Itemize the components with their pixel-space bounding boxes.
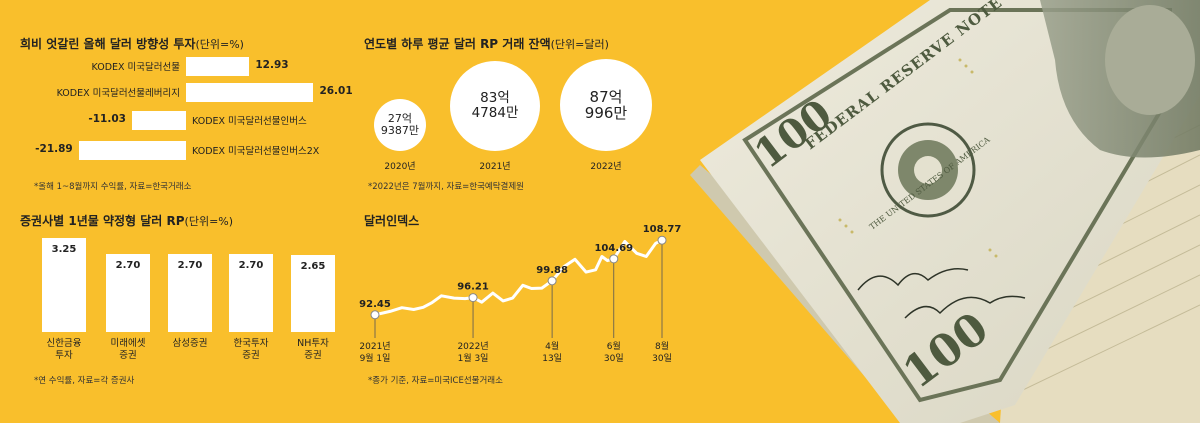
bubble-value-2: 83억 4784만 (471, 90, 519, 121)
vbar-label-5: NH투자 증권 (297, 338, 329, 361)
panel4-title-text: 달러인덱스 (364, 214, 420, 228)
seal-center (914, 156, 942, 184)
panel4-note: *종가 기준, 자료=미국ICE선물거래소 (368, 376, 503, 386)
point-date-3-1: 4월 (545, 340, 559, 352)
rp-rate-bar-chart: 3.25 신한금융 투자 2.70 미래에셋 증권 2.70 삼성증권 2.70 한국투자 증권 2.… (0, 0, 350, 423)
panel4-title: 달러인덱스 (364, 212, 419, 229)
vbar-label-4: 한국투자 증권 (233, 338, 269, 361)
point-date-2-1: 2022년 (457, 341, 488, 352)
panel3-title: 증권사별 1년물 약정형 달러 RP(단위=%) (20, 212, 233, 229)
point-date-5-2: 30일 (652, 353, 672, 364)
banknote-100-top: 100 (746, 90, 841, 178)
bar-value-3: -11.03 (88, 113, 126, 125)
vbar-value-3: 2.70 (177, 259, 203, 271)
bar-3 (131, 110, 186, 130)
bubble-3: 87억 996만 (560, 59, 652, 151)
bar-4 (78, 140, 186, 160)
rp-balance-bubble-chart: 27억 9387만 2020년 83억 4784만 2021년 87억 996만 2022년 (0, 0, 700, 200)
panel1-unit: (단위=%) (195, 38, 244, 51)
banknote-border (742, 8, 1172, 403)
vbar-label-1: 신한금융 투자 (46, 338, 82, 361)
federal-reserve-seal (880, 122, 976, 218)
point-date-1-2: 9월 1일 (360, 352, 391, 364)
portrait-area (1040, 0, 1200, 158)
point-marker-3 (547, 276, 557, 286)
point-date-1-1: 2021년 (359, 341, 390, 352)
panel1-title: 희비 엇갈린 올해 달러 방향성 투자(단위=%) (20, 35, 244, 52)
banknote-stack-lines (1001, 124, 1200, 401)
panel3-unit: (단위=%) (184, 215, 234, 228)
vbar-value-1: 3.25 (51, 243, 77, 255)
bar-label-2: KODEX 미국달러선물레버리지 (56, 88, 180, 99)
point-marker-1 (370, 310, 380, 320)
banknote-usa-text: THE UNITED STATES OF AMERICA (868, 135, 992, 232)
vbar-5 (291, 255, 335, 332)
panel3-note: *연 수익률, 자료=각 증권사 (34, 376, 135, 386)
point-date-5-1: 8월 (655, 340, 669, 352)
bar-value-4: -21.89 (35, 143, 73, 155)
point-marker-2 (468, 293, 478, 303)
banknote-top (700, 0, 1200, 423)
point-value-4: 104.69 (594, 243, 633, 254)
bubble-value-1: 27억 9387만 (380, 111, 420, 137)
signature-1 (857, 268, 969, 291)
vbar-label-3: 삼성증권 (172, 338, 208, 349)
point-date-3-2: 13일 (542, 353, 562, 364)
point-marker-4 (609, 254, 619, 264)
seal-inner (898, 140, 958, 200)
panel2-title: 연도별 하루 평균 달러 RP 거래 잔액(단위=달러) (364, 35, 609, 52)
signature-2 (904, 295, 1026, 319)
vbar-4 (229, 253, 273, 332)
vbar-1 (42, 237, 86, 332)
portrait-face (1105, 5, 1195, 115)
bubble-year-1: 2020년 (384, 162, 416, 172)
bar-label-3: KODEX 미국달러선물인버스 (192, 116, 307, 127)
panel2-note: *2022년은 7월까지, 자료=한국예탁결제원 (368, 182, 524, 192)
vbar-label-2: 미래에셋 증권 (110, 338, 146, 361)
point-marker-5 (657, 235, 667, 245)
bubble-1: 27억 9387만 (373, 98, 427, 151)
point-value-2: 96.21 (457, 282, 489, 293)
point-date-4-2: 30일 (604, 353, 624, 364)
etf-return-bar-chart: KODEX 미국달러선물 12.93 KODEX 미국달러선물레버리지 26.01 KO… (0, 0, 353, 200)
bubble-year-3: 2022년 (590, 162, 622, 172)
bar-label-4: KODEX 미국달러선물인버스2X (192, 146, 320, 157)
bubble-2: 83억 4784만 (449, 60, 541, 151)
vbar-value-4: 2.70 (238, 259, 264, 271)
vbar-value-5: 2.65 (300, 261, 326, 273)
vbar-value-2: 2.70 (115, 259, 141, 271)
point-date-4-1: 6월 (607, 340, 621, 352)
vbar-3 (168, 253, 212, 332)
bubble-value-3: 87억 996만 (584, 87, 628, 122)
point-value-5: 108.77 (643, 224, 682, 235)
panel1-note: *올해 1~8월까지 수익률, 자료=한국거래소 (34, 182, 192, 192)
banknote-stack-side (1000, 95, 1200, 423)
bar-1 (186, 56, 250, 76)
banknote-fed-text: FEDERAL RESERVE NOTE (802, 0, 1006, 153)
bar-value-2: 26.01 (319, 85, 353, 97)
point-value-3: 99.88 (536, 265, 568, 276)
banknote-100-bottom: 100 (894, 303, 998, 399)
panel2-unit: (단위=달러) (550, 38, 609, 51)
banknote-stack-edge (690, 165, 1000, 423)
point-date-2-2: 1월 3일 (458, 352, 489, 364)
vbar-2 (106, 253, 150, 332)
panel3-title-text: 증권사별 1년물 약정형 달러 RP (20, 214, 185, 228)
bar-value-1: 12.93 (255, 59, 289, 71)
bubble-year-2: 2021년 (479, 162, 511, 172)
bar-2 (186, 82, 314, 102)
bar-label-1: KODEX 미국달러선물 (91, 62, 180, 73)
point-value-1: 92.45 (359, 299, 391, 310)
panel1-title-text: 희비 엇갈린 올해 달러 방향성 투자 (20, 37, 196, 51)
panel2-title-text: 연도별 하루 평균 달러 RP 거래 잔액 (364, 37, 551, 51)
microprint-dots (838, 58, 998, 258)
